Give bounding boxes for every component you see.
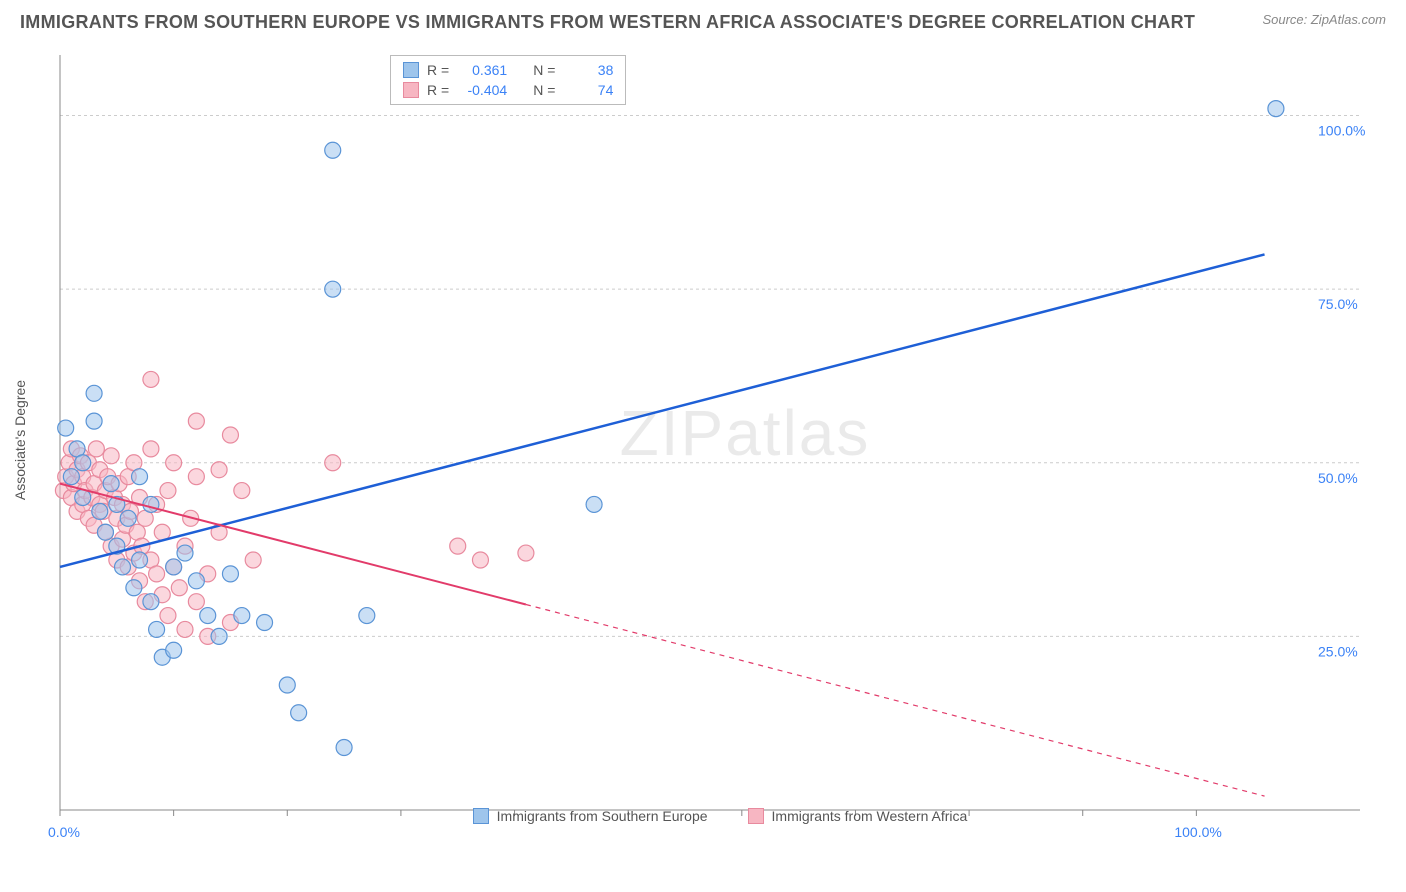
swatch-series-1 bbox=[403, 62, 419, 78]
stats-row-series-2: R = -0.404 N = 74 bbox=[403, 80, 613, 100]
stats-legend-box: R = 0.361 N = 38 R = -0.404 N = 74 bbox=[390, 55, 626, 105]
svg-text:75.0%: 75.0% bbox=[1318, 296, 1358, 312]
stat-r-value-2: -0.404 bbox=[457, 82, 507, 98]
y-axis-label: Associate's Degree bbox=[12, 380, 28, 500]
legend-label-1: Immigrants from Southern Europe bbox=[497, 808, 708, 824]
stat-r-label: R = bbox=[427, 62, 449, 78]
stat-n-label: N = bbox=[533, 82, 555, 98]
bottom-legend: Immigrants from Southern Europe Immigran… bbox=[50, 808, 1390, 824]
svg-text:25.0%: 25.0% bbox=[1318, 643, 1358, 659]
stat-r-value-1: 0.361 bbox=[457, 62, 507, 78]
stat-r-label: R = bbox=[427, 82, 449, 98]
stats-row-series-1: R = 0.361 N = 38 bbox=[403, 60, 613, 80]
chart-container: Associate's Degree 25.0%50.0%75.0%100.0%… bbox=[50, 50, 1390, 830]
svg-text:ZIPatlas: ZIPatlas bbox=[620, 397, 871, 469]
x-axis-tick-label: 0.0% bbox=[48, 824, 80, 840]
legend-swatch-2 bbox=[748, 808, 764, 824]
stat-n-label: N = bbox=[533, 62, 555, 78]
chart-title: IMMIGRANTS FROM SOUTHERN EUROPE VS IMMIG… bbox=[20, 12, 1195, 33]
x-axis-tick-label: 100.0% bbox=[1174, 824, 1221, 840]
source-attribution: Source: ZipAtlas.com bbox=[1262, 12, 1386, 27]
stat-n-value-1: 38 bbox=[563, 62, 613, 78]
svg-text:100.0%: 100.0% bbox=[1318, 123, 1365, 139]
scatter-plot: 25.0% 50.0% 75.0% 100.0% ZIPatlas bbox=[50, 50, 1370, 820]
legend-swatch-1 bbox=[473, 808, 489, 824]
legend-item-1: Immigrants from Southern Europe bbox=[473, 808, 708, 824]
svg-text:50.0%: 50.0% bbox=[1318, 470, 1358, 486]
legend-item-2: Immigrants from Western Africa bbox=[748, 808, 968, 824]
swatch-series-2 bbox=[403, 82, 419, 98]
legend-label-2: Immigrants from Western Africa bbox=[772, 808, 968, 824]
stat-n-value-2: 74 bbox=[563, 82, 613, 98]
